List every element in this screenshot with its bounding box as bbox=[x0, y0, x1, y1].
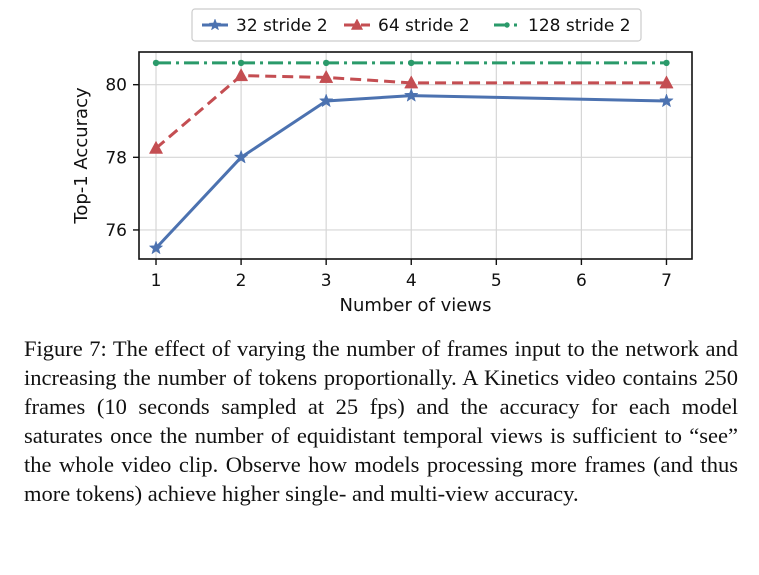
series-2 bbox=[152, 59, 670, 67]
series-group bbox=[148, 59, 674, 255]
data-point bbox=[237, 59, 245, 67]
legend-marker bbox=[504, 22, 510, 28]
y-tick-label: 76 bbox=[105, 221, 127, 241]
data-point bbox=[408, 59, 415, 67]
grid bbox=[139, 52, 692, 259]
x-tick-label: 3 bbox=[321, 271, 332, 291]
x-tick-label: 4 bbox=[406, 271, 417, 291]
data-point bbox=[152, 59, 160, 67]
legend-item: 128 stride 2 bbox=[494, 16, 631, 36]
data-point bbox=[319, 69, 334, 83]
figure-caption: Figure 7: The effect of varying the numb… bbox=[24, 336, 738, 506]
x-tick-label: 2 bbox=[236, 271, 247, 291]
data-point bbox=[318, 93, 334, 108]
legend-label: 128 stride 2 bbox=[528, 16, 631, 36]
data-point bbox=[404, 75, 419, 89]
legend-box bbox=[191, 8, 642, 42]
data-point bbox=[403, 87, 419, 102]
data-point bbox=[233, 149, 249, 164]
data-point bbox=[659, 93, 674, 108]
y-axis-label: Top-1 Accuracy bbox=[71, 87, 92, 225]
y-tick-label: 78 bbox=[105, 148, 127, 168]
legend-label: 64 stride 2 bbox=[378, 16, 470, 36]
x-tick-label: 7 bbox=[661, 271, 672, 291]
data-point bbox=[659, 75, 674, 89]
data-point bbox=[322, 59, 330, 67]
legend: 32 stride 2 64 stride 2 128 stride 2 bbox=[191, 8, 642, 42]
x-tick-label: 5 bbox=[491, 271, 502, 291]
legend-marker bbox=[208, 18, 222, 31]
data-point bbox=[234, 68, 249, 82]
series-1 bbox=[148, 68, 674, 154]
legend-item: 32 stride 2 bbox=[202, 16, 328, 36]
ticks: 1 2 3 4 5 6 7 76 78 80 bbox=[105, 76, 672, 291]
y-tick-label: 80 bbox=[105, 76, 127, 96]
x-tick-label: 6 bbox=[576, 271, 587, 291]
series-0 bbox=[148, 87, 674, 255]
data-point bbox=[148, 240, 164, 255]
plot-frame bbox=[138, 51, 693, 260]
legend-marker bbox=[350, 18, 364, 30]
data-point bbox=[663, 59, 670, 67]
data-point bbox=[148, 140, 164, 154]
x-tick-label: 1 bbox=[151, 271, 162, 291]
legend-item: 64 stride 2 bbox=[344, 16, 470, 36]
x-axis-label: Number of views bbox=[340, 295, 492, 316]
line-chart: 1 2 3 4 5 6 7 76 78 80 Number of views Top-1 Accu… bbox=[71, 8, 693, 316]
legend-label: 32 stride 2 bbox=[236, 16, 328, 36]
